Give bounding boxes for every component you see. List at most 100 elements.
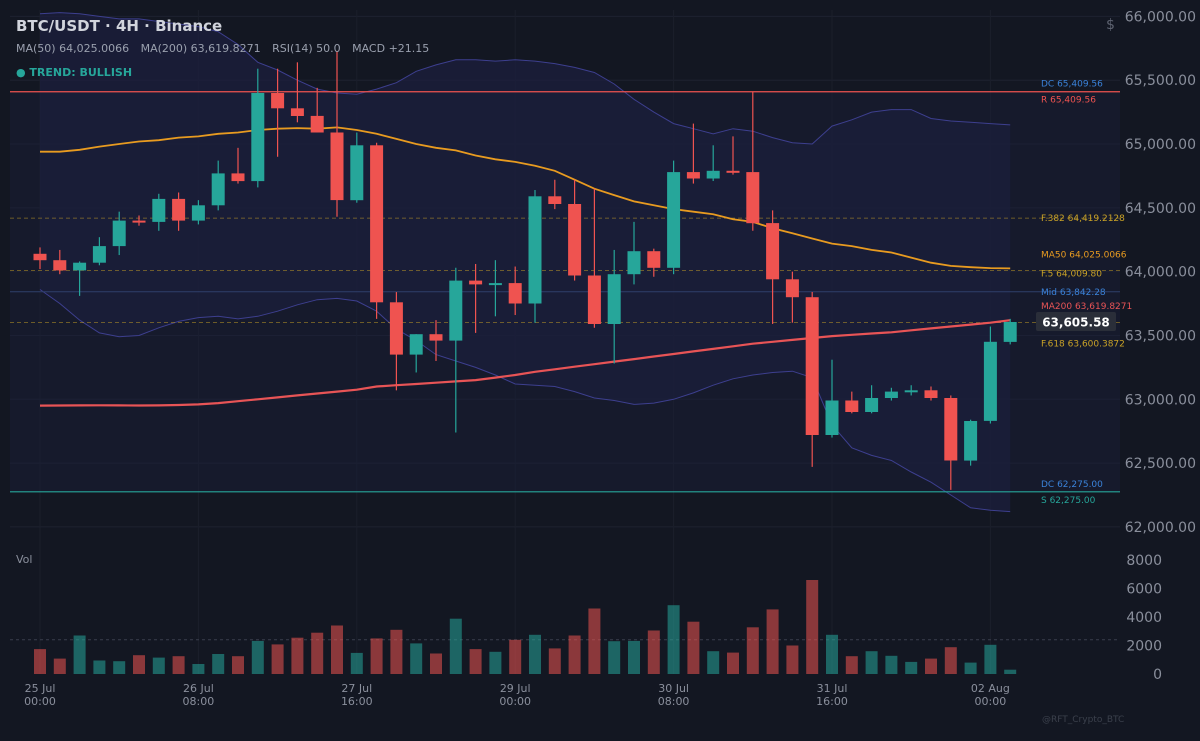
volume-bar bbox=[331, 625, 343, 674]
candle-body bbox=[211, 173, 225, 206]
volume-bar bbox=[707, 651, 720, 674]
volume-bar bbox=[152, 657, 165, 674]
candle-body bbox=[290, 108, 304, 116]
volume-bar bbox=[727, 652, 739, 674]
volume-bar bbox=[430, 653, 442, 674]
candle-body bbox=[350, 145, 364, 201]
volume-bar bbox=[667, 605, 680, 674]
time-axis-label: 00:00 bbox=[975, 695, 1007, 708]
ma200-indicator: MA(200) 63,619.8271 bbox=[140, 42, 261, 55]
volume-bar bbox=[529, 634, 541, 674]
price-axis-label: 63,000.00 bbox=[1125, 392, 1196, 408]
candle-body bbox=[983, 341, 997, 421]
support-level-label: S 62,275.00 bbox=[1041, 496, 1096, 506]
candle-body bbox=[429, 334, 443, 341]
volume-bar bbox=[251, 640, 264, 674]
volume-bar bbox=[212, 654, 225, 674]
indicator-bar: MA(50) 64,025.0066 MA(200) 63,619.8271 R… bbox=[16, 42, 437, 55]
candle-body bbox=[370, 145, 384, 303]
candle-body bbox=[528, 196, 542, 304]
volume-bar bbox=[93, 660, 106, 674]
candle-body bbox=[805, 297, 819, 435]
ma200-line bbox=[39, 319, 1011, 407]
candle-body bbox=[904, 390, 918, 393]
candle-body bbox=[686, 172, 700, 179]
volume-axis-label: 2000 bbox=[1126, 639, 1162, 655]
price-axis-label: 64,000.00 bbox=[1125, 265, 1196, 281]
time-axis-label: 02 Aug bbox=[971, 682, 1010, 695]
candle-body bbox=[568, 204, 582, 276]
candle-body bbox=[508, 283, 522, 304]
time-axis-label: 08:00 bbox=[183, 695, 215, 708]
volume-bar bbox=[905, 661, 918, 674]
volume-bar bbox=[133, 655, 145, 674]
candle-body bbox=[647, 251, 661, 268]
candle-body bbox=[845, 400, 859, 412]
volume-bar bbox=[410, 643, 423, 674]
candle-body bbox=[884, 391, 898, 398]
volume-bar bbox=[766, 609, 779, 674]
volume-bar bbox=[1004, 669, 1017, 674]
candle-body bbox=[271, 93, 285, 109]
candle-body bbox=[785, 279, 799, 298]
candle-body bbox=[330, 132, 344, 201]
macd-indicator: MACD +21.15 bbox=[352, 42, 430, 55]
candle-body bbox=[191, 205, 205, 221]
volume-bar bbox=[826, 634, 838, 674]
volume-bar bbox=[806, 580, 819, 674]
volume-bar bbox=[271, 644, 284, 674]
candle-body bbox=[726, 170, 740, 173]
price-axis-label: 63,500.00 bbox=[1125, 329, 1196, 345]
candle-body bbox=[112, 220, 126, 247]
volume-bar bbox=[885, 655, 898, 674]
candle-body bbox=[1003, 322, 1017, 342]
volume-bar bbox=[588, 608, 601, 674]
candle-body bbox=[310, 115, 324, 133]
candle-body bbox=[964, 421, 978, 461]
price-axis-label: 65,500.00 bbox=[1125, 73, 1196, 89]
volume-bar bbox=[449, 618, 462, 674]
time-axis-label: 16:00 bbox=[341, 695, 373, 708]
volume-axis-label: 6000 bbox=[1126, 582, 1162, 598]
mid-level-label: Mid 63,842.28 bbox=[1041, 288, 1106, 298]
volume-bar bbox=[786, 645, 799, 674]
chart-title: BTC/USDT · 4H · Binance bbox=[16, 17, 223, 35]
candle-body bbox=[944, 398, 958, 461]
volume-bar bbox=[509, 639, 522, 674]
candle-body bbox=[865, 398, 879, 412]
volume-bar bbox=[964, 662, 977, 674]
volume-bar bbox=[73, 635, 86, 674]
volume-bar bbox=[53, 658, 66, 674]
volume-bar bbox=[925, 658, 937, 674]
bollinger-upper bbox=[39, 12, 1011, 145]
candle-body bbox=[132, 220, 146, 223]
volume-bar bbox=[944, 647, 957, 674]
candle-body bbox=[667, 172, 681, 268]
candle-body bbox=[825, 400, 839, 435]
candle-body bbox=[449, 280, 463, 341]
candle-body bbox=[706, 170, 720, 179]
volume-bar bbox=[291, 637, 304, 674]
price-axis-label: 62,000.00 bbox=[1125, 520, 1196, 536]
time-axis-label: 00:00 bbox=[24, 695, 56, 708]
volume-bar bbox=[687, 621, 700, 674]
time-axis-label: 31 Jul bbox=[817, 682, 848, 695]
fib-level-label: F.382 64,419.2128 bbox=[1041, 214, 1125, 224]
volume-bar bbox=[845, 656, 858, 674]
volume-bar bbox=[311, 632, 324, 674]
time-axis-label: 00:00 bbox=[499, 695, 531, 708]
price-axis-label: 64,500.00 bbox=[1125, 201, 1196, 217]
resistance-level-label: R 65,409.56 bbox=[1041, 96, 1096, 106]
ma50-indicator: MA(50) 64,025.0066 bbox=[16, 42, 130, 55]
trend-badge: ● TREND: BULLISH bbox=[16, 66, 133, 79]
last-price-label: 63,605.58 bbox=[1042, 316, 1110, 330]
support-level-label: DC 62,275.00 bbox=[1041, 480, 1103, 490]
price-axis-label: 65,000.00 bbox=[1125, 137, 1196, 153]
candle-body bbox=[389, 302, 403, 355]
candle-body bbox=[766, 223, 780, 280]
volume-bar bbox=[192, 664, 205, 674]
volume-axis-label: 0 bbox=[1153, 667, 1162, 683]
rsi-indicator: RSI(14) 50.0 bbox=[272, 42, 341, 55]
candle-body bbox=[231, 173, 245, 182]
